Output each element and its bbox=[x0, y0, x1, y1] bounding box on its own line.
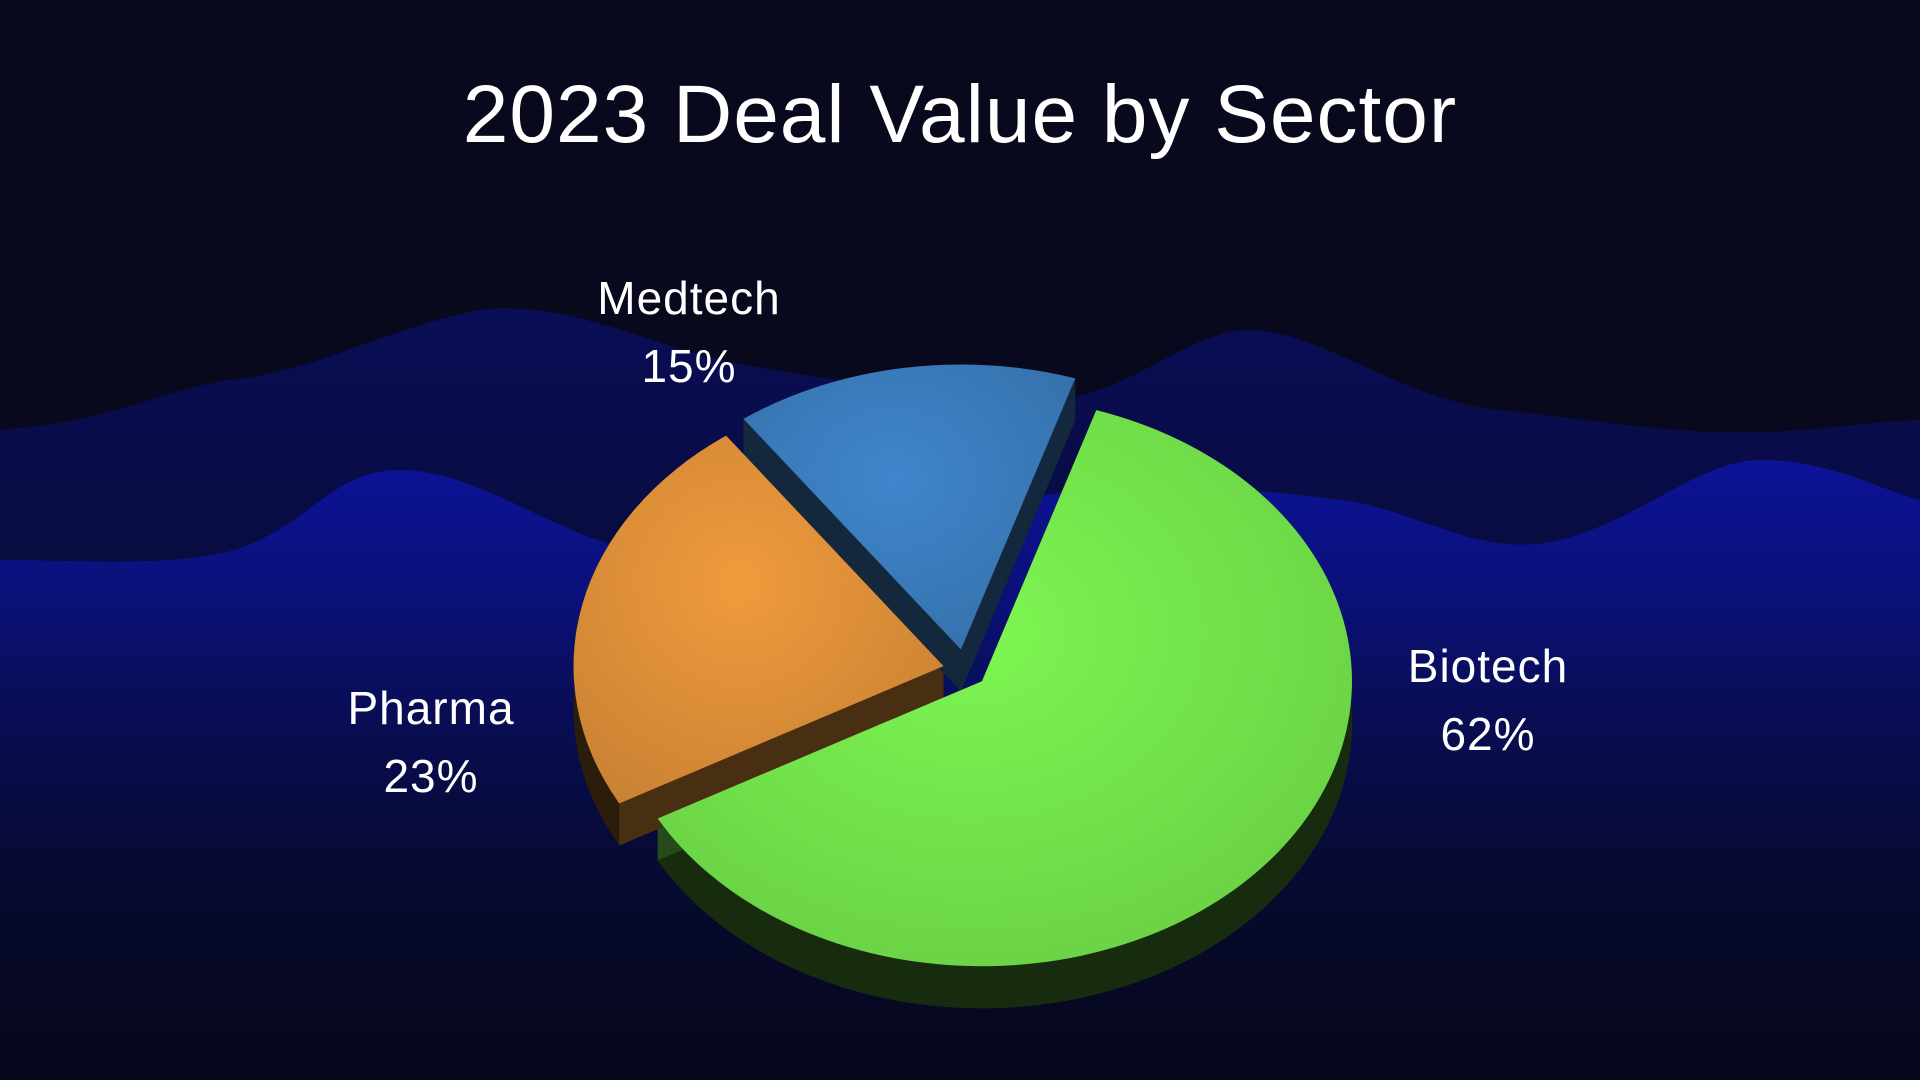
slice-value-medtech: 15% bbox=[641, 340, 737, 392]
slice-cut-medtech-1 bbox=[960, 378, 1076, 692]
slice-label-biotech: Biotech 62% bbox=[1328, 632, 1648, 768]
slice-name-pharma: Pharma bbox=[347, 682, 515, 734]
slice-label-pharma: Pharma 23% bbox=[271, 674, 591, 810]
slice-label-medtech: Medtech 15% bbox=[529, 264, 849, 400]
slice-medtech bbox=[743, 364, 1076, 650]
slice-name-biotech: Biotech bbox=[1407, 640, 1569, 692]
slice-value-biotech: 62% bbox=[1440, 708, 1536, 760]
slice-name-medtech: Medtech bbox=[597, 272, 781, 324]
slice-value-pharma: 23% bbox=[383, 750, 479, 802]
slice-biotech bbox=[657, 410, 1352, 967]
slice-pharma bbox=[573, 435, 944, 804]
slice-cut-medtech-0 bbox=[743, 418, 961, 692]
chart-title: 2023 Deal Value by Sector bbox=[462, 69, 1458, 160]
pie-tops bbox=[573, 364, 1352, 967]
